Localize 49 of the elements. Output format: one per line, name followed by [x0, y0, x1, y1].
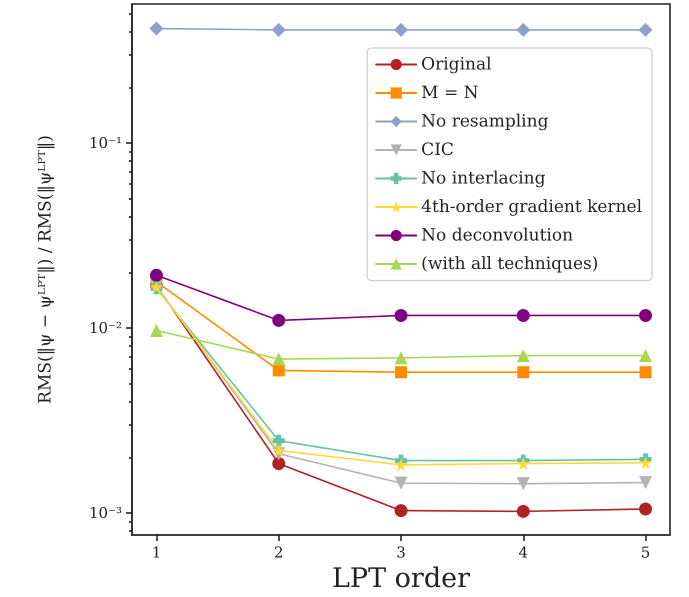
- point: [150, 268, 163, 282]
- x-tick-label: 3: [396, 544, 406, 562]
- point: [516, 457, 530, 470]
- point: [272, 352, 286, 366]
- point: [272, 444, 286, 457]
- point: [639, 456, 652, 470]
- y-axis-title: RMS(‖ψ − ψᴸᴾᵀ‖) / RMS(‖ψᴸᴾᵀ‖): [36, 135, 56, 404]
- x-tick-label: 2: [274, 544, 284, 562]
- point: [395, 366, 407, 378]
- legend-label: Original: [421, 54, 492, 74]
- point: [394, 22, 408, 37]
- point: [516, 477, 530, 490]
- point: [516, 349, 530, 362]
- point: [639, 308, 652, 322]
- legend-label: CIC: [421, 140, 454, 160]
- point: [394, 504, 408, 518]
- point: [272, 457, 286, 470]
- point: [272, 434, 285, 447]
- x-tick-label: 1: [152, 544, 162, 562]
- point: [272, 22, 286, 37]
- point: [394, 476, 408, 490]
- x-tick-label: 5: [640, 544, 650, 562]
- y-tick-label: 10⁻²: [88, 319, 122, 338]
- legend-label: 4th-order gradient kernel: [421, 197, 642, 217]
- point: [272, 364, 285, 376]
- point: [640, 366, 652, 378]
- legend-label: No resampling: [421, 112, 549, 132]
- point: [149, 22, 164, 36]
- point: [394, 351, 408, 364]
- y-tick-label: 10⁻¹: [88, 134, 122, 152]
- point: [394, 308, 408, 322]
- point: [517, 366, 530, 378]
- legend-label: (with all techniques): [421, 254, 598, 274]
- point: [394, 458, 408, 472]
- point: [639, 502, 652, 516]
- point: [639, 476, 652, 490]
- point: [272, 314, 286, 327]
- legend-label: No deconvolution: [421, 226, 574, 246]
- y-tick-label: 10⁻³: [88, 504, 122, 522]
- point: [638, 22, 653, 37]
- point: [516, 308, 530, 322]
- point: [639, 349, 652, 362]
- x-tick-label: 4: [518, 544, 528, 562]
- legend-label: M = N: [421, 83, 479, 103]
- point: [516, 504, 530, 518]
- point: [150, 324, 163, 338]
- point: [516, 22, 530, 37]
- legend-label: No interlacing: [421, 168, 546, 188]
- x-axis-title: LPT order: [332, 563, 470, 594]
